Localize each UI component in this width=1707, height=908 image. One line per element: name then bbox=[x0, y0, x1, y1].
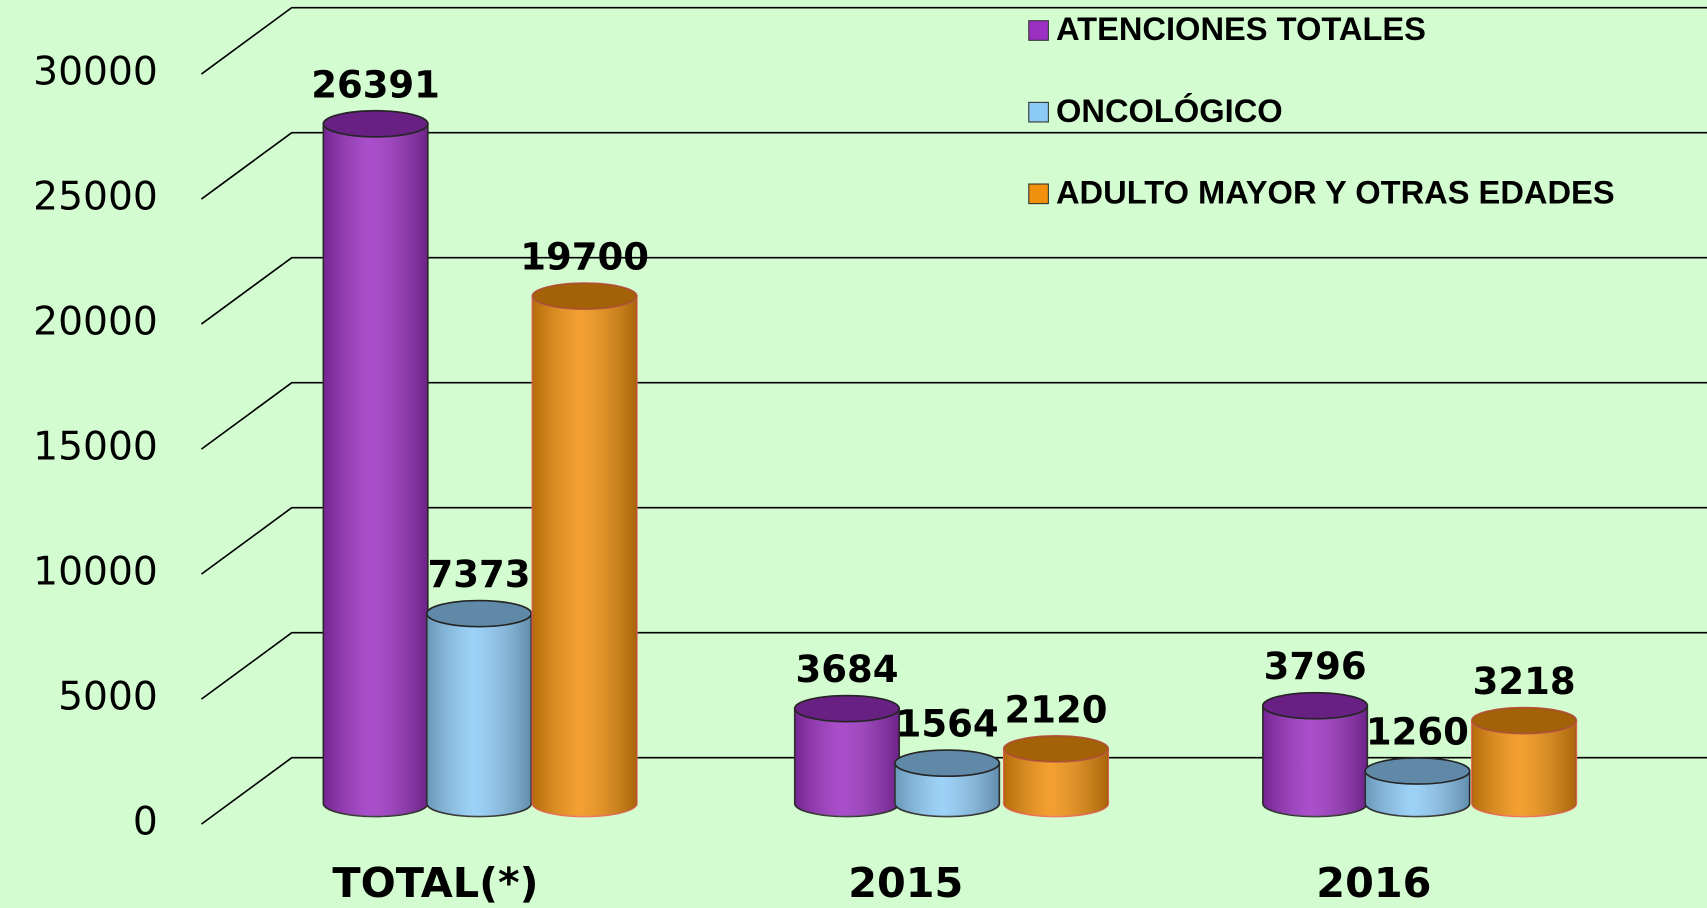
bar-top-shade bbox=[1003, 735, 1109, 762]
legend-swatch bbox=[1028, 101, 1049, 123]
grid-line bbox=[200, 756, 1707, 825]
y-tick-label: 0 bbox=[133, 800, 158, 845]
legend-swatch bbox=[1028, 183, 1049, 205]
data-label: 19700 bbox=[520, 236, 649, 279]
legend-swatch bbox=[1028, 20, 1049, 41]
data-label: 26391 bbox=[311, 63, 440, 106]
data-label: 2120 bbox=[1004, 688, 1107, 731]
bar-shade bbox=[1262, 705, 1368, 817]
bar-shade bbox=[1003, 748, 1109, 817]
bar-shade bbox=[323, 123, 428, 817]
bar bbox=[425, 599, 533, 818]
y-tick-label: 10000 bbox=[33, 550, 158, 595]
bar bbox=[531, 282, 638, 818]
bar-top-shade bbox=[1365, 757, 1470, 785]
data-label: 3796 bbox=[1264, 645, 1367, 688]
legend-label: ONCOLÓGICO bbox=[1056, 92, 1283, 129]
bar-top-shade bbox=[426, 600, 532, 627]
grid-line bbox=[200, 256, 1707, 325]
y-tick-label: 30000 bbox=[33, 50, 158, 95]
bar bbox=[793, 694, 901, 818]
bar-top bbox=[1002, 734, 1110, 763]
bar-top bbox=[1471, 706, 1578, 735]
y-tick-label: 25000 bbox=[33, 175, 158, 220]
x-tick-label: TOTAL(*) bbox=[332, 859, 538, 907]
grid-line bbox=[200, 6, 1707, 75]
bar bbox=[1262, 691, 1369, 818]
data-label: 1260 bbox=[1366, 710, 1469, 753]
legend-label: ATENCIONES TOTALES bbox=[1056, 10, 1426, 47]
bar-top bbox=[1364, 757, 1471, 785]
bar-top bbox=[425, 599, 533, 628]
bar bbox=[894, 749, 1001, 818]
grid-line bbox=[200, 631, 1707, 700]
data-label: 7373 bbox=[428, 553, 531, 596]
data-label: 3218 bbox=[1473, 660, 1576, 703]
bar-top-shade bbox=[1262, 692, 1368, 719]
x-tick-label: 2016 bbox=[1316, 859, 1431, 907]
bar-shade bbox=[1471, 720, 1577, 817]
grid-line bbox=[200, 506, 1707, 575]
data-label: 1564 bbox=[896, 703, 999, 746]
bar-top bbox=[1262, 691, 1369, 720]
bar-top-shade bbox=[532, 283, 637, 310]
bar bbox=[322, 109, 429, 818]
bar-top-shade bbox=[1471, 707, 1577, 734]
bar-top-shade bbox=[794, 695, 900, 722]
bar-top bbox=[894, 749, 1001, 778]
y-tick-label: 15000 bbox=[33, 425, 158, 470]
grid-line bbox=[200, 131, 1707, 200]
bar-top bbox=[793, 694, 901, 723]
x-tick-label: 2015 bbox=[848, 859, 963, 907]
bar-top-shade bbox=[894, 750, 1000, 777]
bar-shade bbox=[894, 763, 1000, 817]
bar bbox=[1471, 706, 1578, 818]
bar-shade bbox=[532, 296, 637, 817]
y-tick-label: 5000 bbox=[58, 675, 158, 720]
bar-top bbox=[531, 282, 638, 311]
bar-top-shade bbox=[323, 110, 428, 137]
legend-label: ADULTO MAYOR Y OTRAS EDADES bbox=[1056, 174, 1615, 211]
data-label: 3684 bbox=[795, 648, 898, 691]
bar-top bbox=[322, 109, 429, 138]
bar-shade bbox=[426, 613, 532, 817]
bar bbox=[1002, 734, 1110, 818]
bar bbox=[1364, 757, 1471, 818]
grid-line bbox=[200, 381, 1707, 450]
y-tick-label: 20000 bbox=[33, 300, 158, 345]
bar-shade bbox=[794, 708, 900, 817]
